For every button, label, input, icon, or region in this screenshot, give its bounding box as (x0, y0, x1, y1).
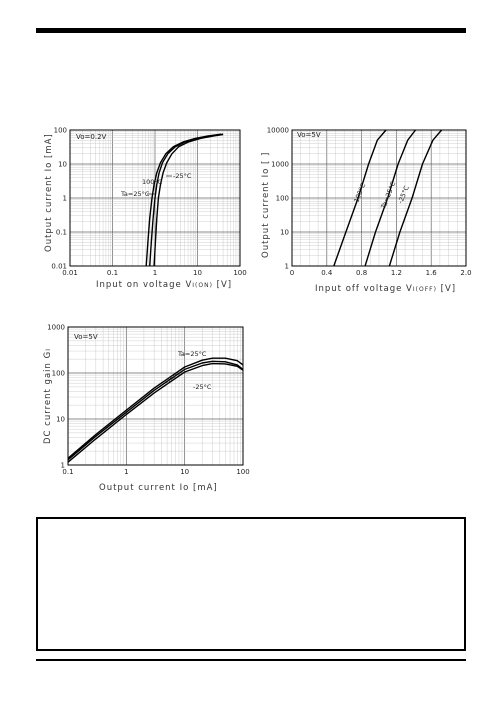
c1-xtick-label: 10 (193, 269, 202, 277)
chart2-grid (291, 130, 467, 267)
chart1-xlabel: Input on voltage VI(ON) [V] (96, 280, 232, 290)
chart-input-on-voltage: Vo=0.2V -25°C 100°C Ta=25°C 0.01 0.1 1 10 10… (44, 127, 247, 291)
chart2-label-ta25: Ta=25°C (379, 180, 398, 211)
chart3-frame (67, 326, 244, 466)
c2-ytick-label: 10 (280, 229, 289, 237)
c3-series-line-0 (67, 360, 244, 461)
chart2-xticks: 0 0.4 0.8 1.2 1.6 2.0 (290, 269, 472, 277)
c2-xtick-label: 2.0 (460, 269, 471, 277)
c1-xtick-label: 1 (153, 269, 157, 277)
c1-ytick-label: 0.1 (56, 229, 67, 237)
header-rule (36, 28, 466, 33)
c1-xtick-label: 100 (233, 269, 246, 277)
chart2-yticks: 1 10 100 1000 10000 (267, 127, 289, 271)
chart1-series (145, 133, 224, 267)
chart1-yticks: 0.01 0.1 1 10 100 (51, 127, 67, 271)
c3-ytick-label: 10 (56, 416, 65, 424)
chart1-label-ta25: Ta=25°C (120, 190, 150, 198)
c3-series-line-1 (67, 357, 244, 459)
c2-series-line-1 (364, 129, 417, 267)
chart3-xticks: 0.1 1 10 100 (62, 468, 249, 476)
c2-xtick-label: 1.2 (391, 269, 402, 277)
c2-ytick-label: 1000 (271, 161, 289, 169)
c3-xtick-label: 10 (180, 468, 189, 476)
c2-series-line-0 (333, 129, 387, 267)
chart2-series (333, 129, 443, 267)
chart3-condition: Vo=5V (74, 333, 98, 341)
chart1-ylabel: Output current Io [mA] (44, 133, 54, 252)
c1-series-line-2 (153, 133, 224, 267)
chart-dc-current-gain: Vo=5V Ta=25°C 100°C -25°C 0.1 1 10 100 1101… (43, 324, 250, 494)
chart2-frame (291, 129, 467, 267)
chart2-ylabel: Output current Io [ ] (261, 152, 271, 258)
c2-xtick-label: 0.4 (321, 269, 333, 277)
c3-xtick-label: 1 (124, 468, 128, 476)
chart1-frame (69, 129, 241, 267)
chart3-ylabel: DC current gain GI (43, 348, 53, 444)
chart1-xticks: 0.01 0.1 1 10 100 (62, 269, 246, 277)
chart3-grid (67, 327, 243, 466)
c3-ytick-label: 1 (61, 462, 65, 470)
chart2-xlabel: Input off voltage VI(OFF) [V] (315, 284, 456, 294)
chart2-condition: Vo=5V (297, 131, 321, 139)
c3-ytick-label: 1000 (47, 324, 65, 332)
c2-xtick-label: 1.6 (426, 269, 438, 277)
c2-series-line-2 (388, 129, 443, 267)
c1-ytick-label: 100 (54, 127, 67, 135)
footer-rule (36, 659, 466, 661)
c1-ytick-label: 0.01 (51, 263, 67, 271)
c1-series-line-1 (145, 133, 222, 267)
chart1-label-100: 100°C (142, 178, 163, 186)
chart1-condition: Vo=0.2V (76, 133, 107, 141)
c2-xtick-label: 0 (290, 269, 294, 277)
chart3-yticks: 1 10 100 1000 (47, 324, 65, 470)
notes-box (36, 517, 466, 651)
chart2-label-minus25: -25°C (396, 184, 410, 204)
chart3-series (67, 357, 244, 463)
c3-xtick-label: 0.1 (62, 468, 73, 476)
c2-ytick-label: 10000 (267, 127, 289, 135)
chart3-xlabel: Output current Io [mA] (99, 483, 218, 493)
c2-ytick-label: 1 (285, 263, 289, 271)
chart1-label-minus25: -25°C (173, 172, 192, 180)
c1-xtick-label: 0.1 (107, 269, 118, 277)
c3-ytick-label: 100 (52, 370, 65, 378)
chart3-label-minus25: -25°C (193, 383, 212, 391)
c1-series-line-0 (149, 133, 224, 267)
c1-ytick-label: 1 (63, 195, 67, 203)
c3-series-line-2 (67, 362, 244, 463)
chart2-label-100: 100°C (352, 182, 367, 204)
c3-xtick-label: 100 (236, 468, 249, 476)
c2-xtick-label: 0.8 (356, 269, 367, 277)
c2-ytick-label: 100 (276, 195, 289, 203)
c1-xtick-label: 0.01 (62, 269, 78, 277)
c1-ytick-label: 10 (58, 161, 67, 169)
chart-input-off-voltage: Vo=5V 100°C Ta=25°C -25°C 0 0.4 0.8 1.2 1.6 2… (261, 127, 472, 295)
chart3-label-ta25: Ta=25°C (177, 350, 207, 358)
